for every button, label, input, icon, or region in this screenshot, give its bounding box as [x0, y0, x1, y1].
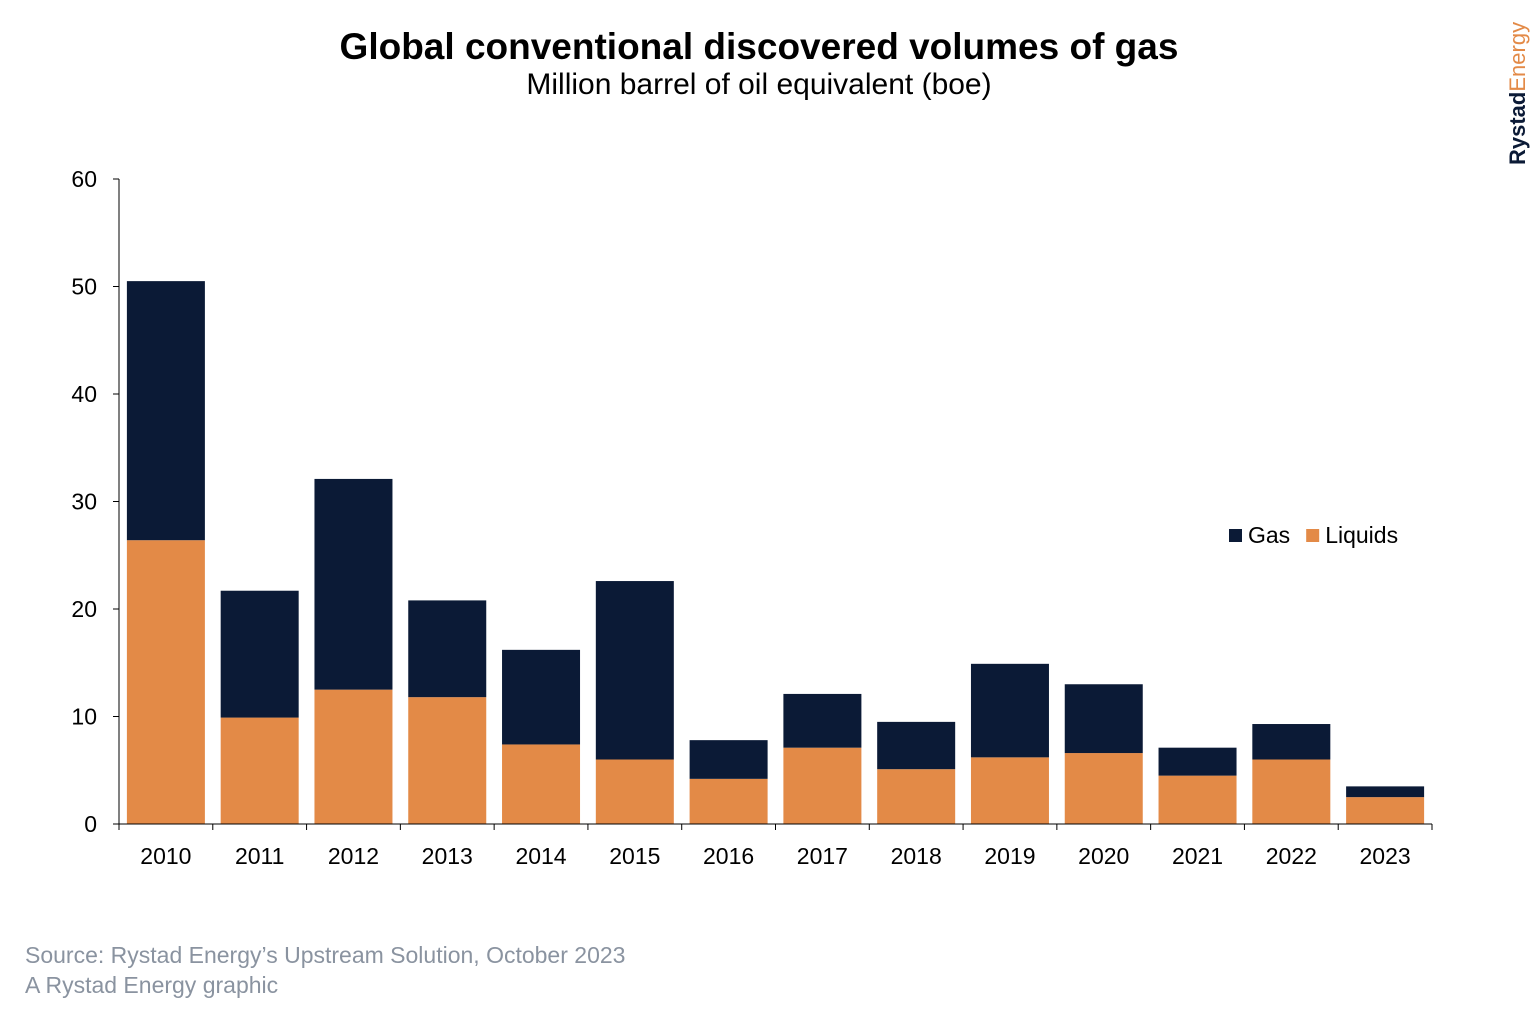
x-tick-label: 2014 — [515, 843, 566, 869]
x-tick-label: 2023 — [1360, 843, 1411, 869]
x-tick-label: 2022 — [1266, 843, 1317, 869]
bar-gas-2012 — [314, 478, 393, 690]
x-tick-label: 2019 — [984, 843, 1035, 869]
x-tick-label: 2017 — [797, 843, 848, 869]
bar-gas-2013 — [408, 600, 487, 698]
source-note: Source: Rystad Energy’s Upstream Solutio… — [25, 942, 626, 968]
bar-liquids-2010 — [126, 540, 205, 824]
x-tick-label: 2012 — [328, 843, 379, 869]
y-tick-label: 0 — [84, 811, 97, 837]
y-tick-label: 30 — [71, 489, 97, 515]
bar-liquids-2023 — [1346, 797, 1425, 824]
bar-gas-2019 — [970, 663, 1049, 758]
chart-title: Global conventional discovered volumes o… — [339, 26, 1179, 67]
chart-subtitle: Million barrel of oil equivalent (boe) — [526, 68, 992, 101]
legend-swatch-liquids — [1306, 529, 1320, 542]
y-tick-label: 40 — [71, 381, 97, 407]
x-tick-label: 2010 — [140, 843, 191, 869]
logo-part2: Energy — [1505, 21, 1530, 92]
bar-gas-2016 — [689, 740, 768, 779]
bar-gas-2018 — [877, 721, 956, 770]
bar-liquids-2013 — [408, 697, 487, 824]
bar-gas-2015 — [595, 581, 674, 760]
bar-liquids-2015 — [595, 759, 674, 824]
bar-liquids-2019 — [970, 757, 1049, 824]
credit-note: A Rystad Energy graphic — [25, 972, 279, 998]
x-tick-label: 2020 — [1078, 843, 1129, 869]
y-tick-label: 50 — [71, 274, 97, 300]
y-tick-label: 20 — [71, 596, 97, 622]
legend-label-liquids: Liquids — [1325, 522, 1398, 548]
legend-swatch-gas — [1229, 529, 1242, 542]
logo-part1: Rystad — [1505, 91, 1530, 165]
bar-gas-2020 — [1064, 684, 1143, 754]
bar-gas-2022 — [1252, 724, 1331, 760]
x-tick-label: 2011 — [235, 843, 284, 869]
x-tick-label: 2021 — [1172, 843, 1223, 869]
x-tick-label: 2018 — [891, 843, 942, 869]
x-tick-label: 2015 — [609, 843, 660, 869]
bar-liquids-2020 — [1064, 753, 1143, 824]
bar-liquids-2014 — [502, 744, 581, 824]
bar-gas-2017 — [783, 693, 862, 748]
bar-liquids-2017 — [783, 747, 862, 824]
bar-liquids-2011 — [220, 717, 299, 824]
x-tick-label: 2013 — [422, 843, 473, 869]
bar-gas-2014 — [502, 649, 581, 745]
y-tick-label: 60 — [71, 166, 97, 192]
bar-liquids-2018 — [877, 769, 956, 824]
legend-label-gas: Gas — [1248, 522, 1290, 548]
bar-liquids-2012 — [314, 689, 393, 824]
bar-gas-2023 — [1346, 786, 1425, 798]
bar-liquids-2021 — [1158, 775, 1237, 824]
bar-liquids-2022 — [1252, 759, 1331, 824]
x-tick-label: 2016 — [703, 843, 754, 869]
bar-gas-2021 — [1158, 747, 1237, 776]
bar-liquids-2016 — [689, 778, 768, 824]
rystad-logo: RystadEnergy — [1505, 22, 1531, 165]
bar-gas-2010 — [126, 281, 205, 541]
y-tick-label: 10 — [71, 704, 97, 730]
bar-gas-2011 — [220, 590, 299, 718]
